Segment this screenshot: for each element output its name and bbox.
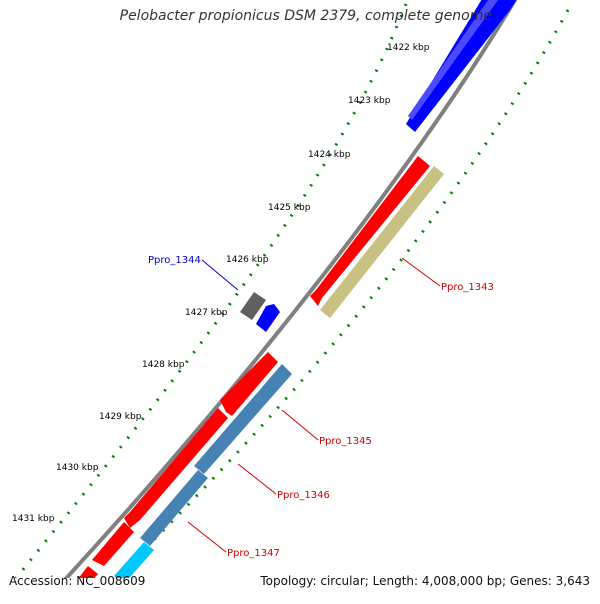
- leader-ppro-1347: [187, 521, 227, 553]
- leader-ppro-1343: [401, 257, 441, 287]
- tick-label: 1431 kbp: [12, 514, 55, 524]
- gene-ppro-1343: [310, 156, 430, 306]
- gene-label-ppro-1344[interactable]: Ppro_1344: [148, 255, 201, 266]
- tick-label: 1427 kbp: [185, 308, 228, 318]
- tick-label: 1423 kbp: [348, 96, 391, 106]
- genome-title: Pelobacter propionicus DSM 2379, complet…: [119, 8, 492, 24]
- gene-forward-top: [406, 0, 517, 132]
- tick-label: 1428 kbp: [142, 360, 185, 370]
- cog-ppro-1346: [140, 470, 208, 546]
- tick-label: 1430 kbp: [56, 463, 99, 473]
- genome-summary-text: Topology: circular; Length: 4,008,000 bp…: [260, 574, 590, 588]
- leader-ppro-1345: [281, 409, 319, 441]
- cog-ppro-1347: [114, 542, 154, 578]
- gene-ppro-1346: [124, 408, 228, 528]
- gene-label-ppro-1347[interactable]: Ppro_1347: [227, 548, 280, 559]
- tick-label: 1426 kbp: [226, 255, 269, 265]
- tick-label: 1424 kbp: [308, 150, 351, 160]
- gene-forward-top-highlight: [408, 0, 498, 120]
- cog-ppro-1343: [320, 166, 444, 318]
- gene-ppro-1347: [92, 522, 134, 566]
- genome-backbone: [63, 0, 518, 578]
- cog-ppro-1345: [194, 364, 292, 474]
- tick-label: 1422 kbp: [387, 43, 430, 53]
- gene-label-ppro-1346[interactable]: Ppro_1346: [277, 490, 330, 501]
- gene-ppro-1344-forward: [256, 304, 280, 332]
- outer-dotted-ring: [113, 9, 570, 578]
- tick-label: 1429 kbp: [99, 412, 142, 422]
- gene-label-ppro-1345[interactable]: Ppro_1345: [319, 436, 372, 447]
- inner-dotted-ring: [14, 0, 409, 578]
- gene-ppro-1344: [240, 292, 266, 320]
- gene-ppro-1345: [220, 352, 278, 416]
- accession-text: Accession: NC_008609: [9, 574, 146, 588]
- tick-label: 1425 kbp: [268, 203, 311, 213]
- leader-ppro-1346: [237, 463, 277, 495]
- leader-ppro-1344: [201, 259, 239, 291]
- gene-label-ppro-1343[interactable]: Ppro_1343: [441, 282, 494, 293]
- gene-bottom-red: [78, 566, 98, 578]
